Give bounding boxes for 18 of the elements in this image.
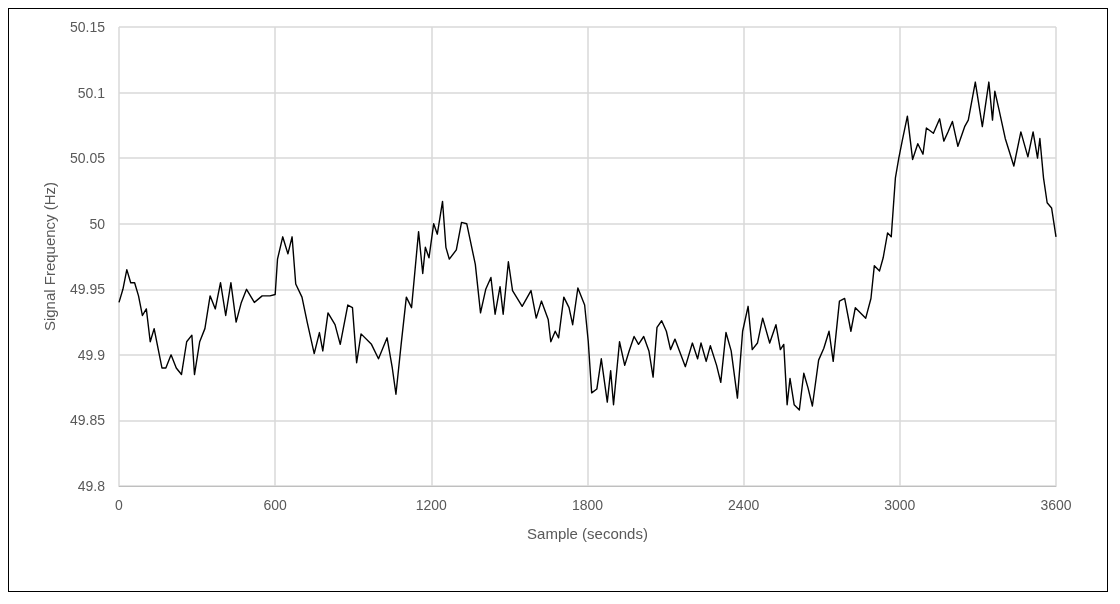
y-tick-label: 50: [89, 215, 106, 232]
y-axis-title: Signal Frequency (Hz): [41, 181, 58, 332]
x-tick-label: 600: [263, 497, 288, 513]
y-tick-label: 50.1: [77, 84, 106, 101]
y-tick-label: 49.85: [69, 412, 106, 429]
line-series: [118, 81, 1057, 411]
x-tick-label: 2400: [728, 497, 760, 513]
y-tick-label: 49.8: [77, 478, 106, 494]
x-tick-label: 3000: [884, 497, 916, 513]
x-tick-label: 1200: [415, 497, 448, 513]
x-tick-label: 1800: [571, 497, 604, 513]
x-tick-label: 0: [115, 497, 124, 513]
x-axis-title: Sample (seconds): [527, 525, 648, 542]
y-tick-label: 49.95: [69, 281, 106, 298]
y-tick-label: 50.15: [69, 19, 106, 35]
y-tick-label: 49.9: [77, 346, 106, 363]
y-tick-label: 50.05: [69, 150, 106, 167]
x-tick-label: 3600: [1040, 497, 1072, 513]
